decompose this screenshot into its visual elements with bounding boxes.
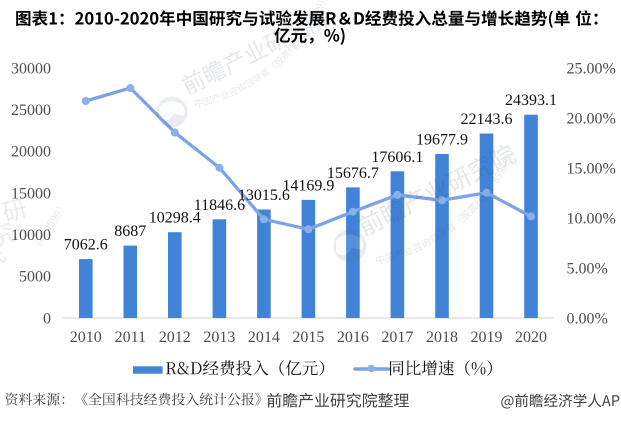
svg-text:2015: 2015: [292, 329, 324, 346]
svg-text:5000: 5000: [19, 269, 51, 286]
svg-text:14169.9: 14169.9: [282, 177, 334, 194]
svg-text:2019: 2019: [471, 329, 503, 346]
svg-text:30000: 30000: [11, 60, 51, 77]
svg-text:2010: 2010: [70, 329, 102, 346]
svg-text:2013: 2013: [203, 329, 235, 346]
svg-text:20.00%: 20.00%: [567, 110, 616, 127]
svg-text:11846.6: 11846.6: [194, 197, 245, 214]
svg-text:13015.6: 13015.6: [238, 187, 290, 204]
svg-text:24393.1: 24393.1: [505, 92, 557, 109]
svg-text:2014: 2014: [248, 329, 280, 346]
svg-text:5.00%: 5.00%: [567, 260, 608, 277]
svg-text:10.00%: 10.00%: [567, 210, 616, 227]
svg-text:0.00%: 0.00%: [567, 310, 608, 327]
svg-text:0: 0: [43, 310, 51, 327]
svg-text:19677.9: 19677.9: [416, 132, 468, 149]
svg-text:2017: 2017: [381, 329, 413, 346]
svg-text:25000: 25000: [11, 102, 51, 119]
svg-text:10298.4: 10298.4: [149, 210, 201, 227]
svg-text:2016: 2016: [337, 329, 369, 346]
svg-text:15676.7: 15676.7: [327, 165, 379, 182]
svg-text:2012: 2012: [159, 329, 191, 346]
svg-text:2020: 2020: [515, 329, 547, 346]
svg-text:15.00%: 15.00%: [567, 160, 616, 177]
svg-text:15000: 15000: [11, 185, 51, 202]
svg-text:8687: 8687: [114, 223, 146, 240]
svg-text:2011: 2011: [115, 329, 146, 346]
svg-text:7062.6: 7062.6: [64, 237, 108, 254]
svg-text:17606.1: 17606.1: [371, 149, 423, 166]
svg-text:10000: 10000: [11, 227, 51, 244]
svg-text:2018: 2018: [426, 329, 458, 346]
svg-text:20000: 20000: [11, 144, 51, 161]
svg-text:22143.6: 22143.6: [461, 111, 513, 128]
svg-text:25.00%: 25.00%: [567, 60, 616, 77]
